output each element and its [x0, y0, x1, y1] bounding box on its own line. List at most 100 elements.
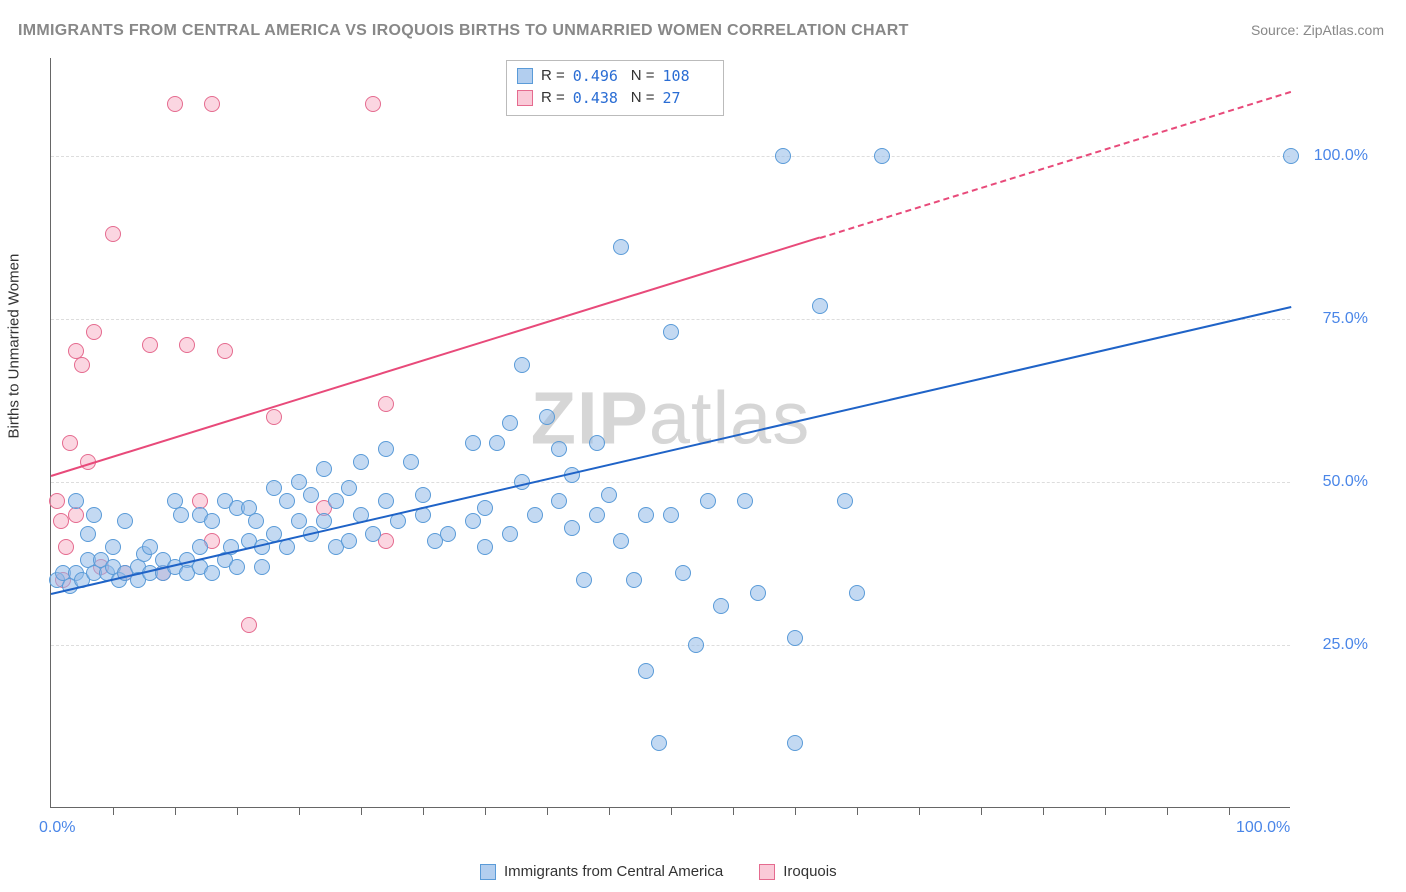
x-tick-mark: [1105, 807, 1106, 815]
data-point: [539, 409, 555, 425]
data-point: [564, 520, 580, 536]
data-point: [601, 487, 617, 503]
data-point: [477, 539, 493, 555]
x-tick-mark: [1043, 807, 1044, 815]
data-point: [204, 565, 220, 581]
data-point: [291, 513, 307, 529]
data-point: [204, 96, 220, 112]
series-legend: Immigrants from Central America Iroquois: [480, 863, 837, 880]
data-point: [502, 415, 518, 431]
data-point: [849, 585, 865, 601]
data-point: [204, 513, 220, 529]
data-point: [638, 663, 654, 679]
data-point: [279, 493, 295, 509]
legend-swatch-blue-icon: [480, 864, 496, 880]
y-tick-label: 50.0%: [1323, 473, 1368, 491]
data-point: [62, 435, 78, 451]
data-point: [68, 493, 84, 509]
data-point: [750, 585, 766, 601]
x-tick-mark: [671, 807, 672, 815]
y-tick-label: 100.0%: [1314, 147, 1368, 165]
data-point: [1283, 148, 1299, 164]
x-tick-mark: [1167, 807, 1168, 815]
data-point: [651, 735, 667, 751]
trend-line: [51, 306, 1291, 595]
legend-r-value: 0.438: [573, 87, 623, 109]
data-point: [700, 493, 716, 509]
data-point: [266, 480, 282, 496]
y-tick-label: 75.0%: [1323, 310, 1368, 328]
data-point: [638, 507, 654, 523]
data-point: [527, 507, 543, 523]
data-point: [179, 337, 195, 353]
data-point: [688, 637, 704, 653]
data-point: [874, 148, 890, 164]
data-point: [613, 239, 629, 255]
data-point: [378, 396, 394, 412]
grid-line: [51, 156, 1290, 157]
legend-n-label: N =: [631, 87, 655, 109]
data-point: [787, 735, 803, 751]
legend-n-value: 108: [663, 65, 713, 87]
data-point: [378, 493, 394, 509]
data-point: [341, 533, 357, 549]
data-point: [551, 493, 567, 509]
x-tick-mark: [423, 807, 424, 815]
x-tick-mark: [795, 807, 796, 815]
watermark-atlas: atlas: [649, 376, 810, 459]
data-point: [142, 539, 158, 555]
data-point: [117, 513, 133, 529]
legend-r-label: R =: [541, 65, 565, 87]
data-point: [254, 559, 270, 575]
x-tick-mark: [299, 807, 300, 815]
data-point: [663, 324, 679, 340]
x-tick-mark: [237, 807, 238, 815]
x-tick-mark: [733, 807, 734, 815]
data-point: [173, 507, 189, 523]
x-tick-mark: [113, 807, 114, 815]
data-point: [365, 96, 381, 112]
legend-item-blue: Immigrants from Central America: [480, 863, 723, 880]
data-point: [353, 454, 369, 470]
data-point: [167, 96, 183, 112]
data-point: [49, 493, 65, 509]
data-point: [663, 507, 679, 523]
data-point: [837, 493, 853, 509]
x-tick-mark: [981, 807, 982, 815]
data-point: [105, 539, 121, 555]
data-point: [403, 454, 419, 470]
data-point: [291, 474, 307, 490]
data-point: [316, 513, 332, 529]
data-point: [365, 526, 381, 542]
data-point: [514, 357, 530, 373]
data-point: [303, 487, 319, 503]
grid-line: [51, 482, 1290, 483]
data-point: [229, 559, 245, 575]
y-tick-label: 25.0%: [1323, 636, 1368, 654]
data-point: [266, 409, 282, 425]
x-tick-mark: [485, 807, 486, 815]
x-tick-mark: [609, 807, 610, 815]
x-tick-mark: [547, 807, 548, 815]
x-tick-mark: [857, 807, 858, 815]
data-point: [341, 480, 357, 496]
data-point: [217, 343, 233, 359]
data-point: [465, 513, 481, 529]
data-point: [53, 513, 69, 529]
data-point: [737, 493, 753, 509]
data-point: [316, 461, 332, 477]
data-point: [489, 435, 505, 451]
legend-row-blue: R = 0.496 N = 108: [517, 65, 713, 87]
data-point: [248, 513, 264, 529]
grid-line: [51, 645, 1290, 646]
legend-n-label: N =: [631, 65, 655, 87]
x-tick-label: 100.0%: [1236, 819, 1290, 837]
chart-container: IMMIGRANTS FROM CENTRAL AMERICA VS IROQU…: [0, 0, 1406, 892]
data-point: [775, 148, 791, 164]
data-point: [86, 507, 102, 523]
x-tick-label: 0.0%: [39, 819, 75, 837]
correlation-legend: R = 0.496 N = 108 R = 0.438 N = 27: [506, 60, 724, 116]
data-point: [589, 435, 605, 451]
data-point: [378, 441, 394, 457]
data-point: [589, 507, 605, 523]
